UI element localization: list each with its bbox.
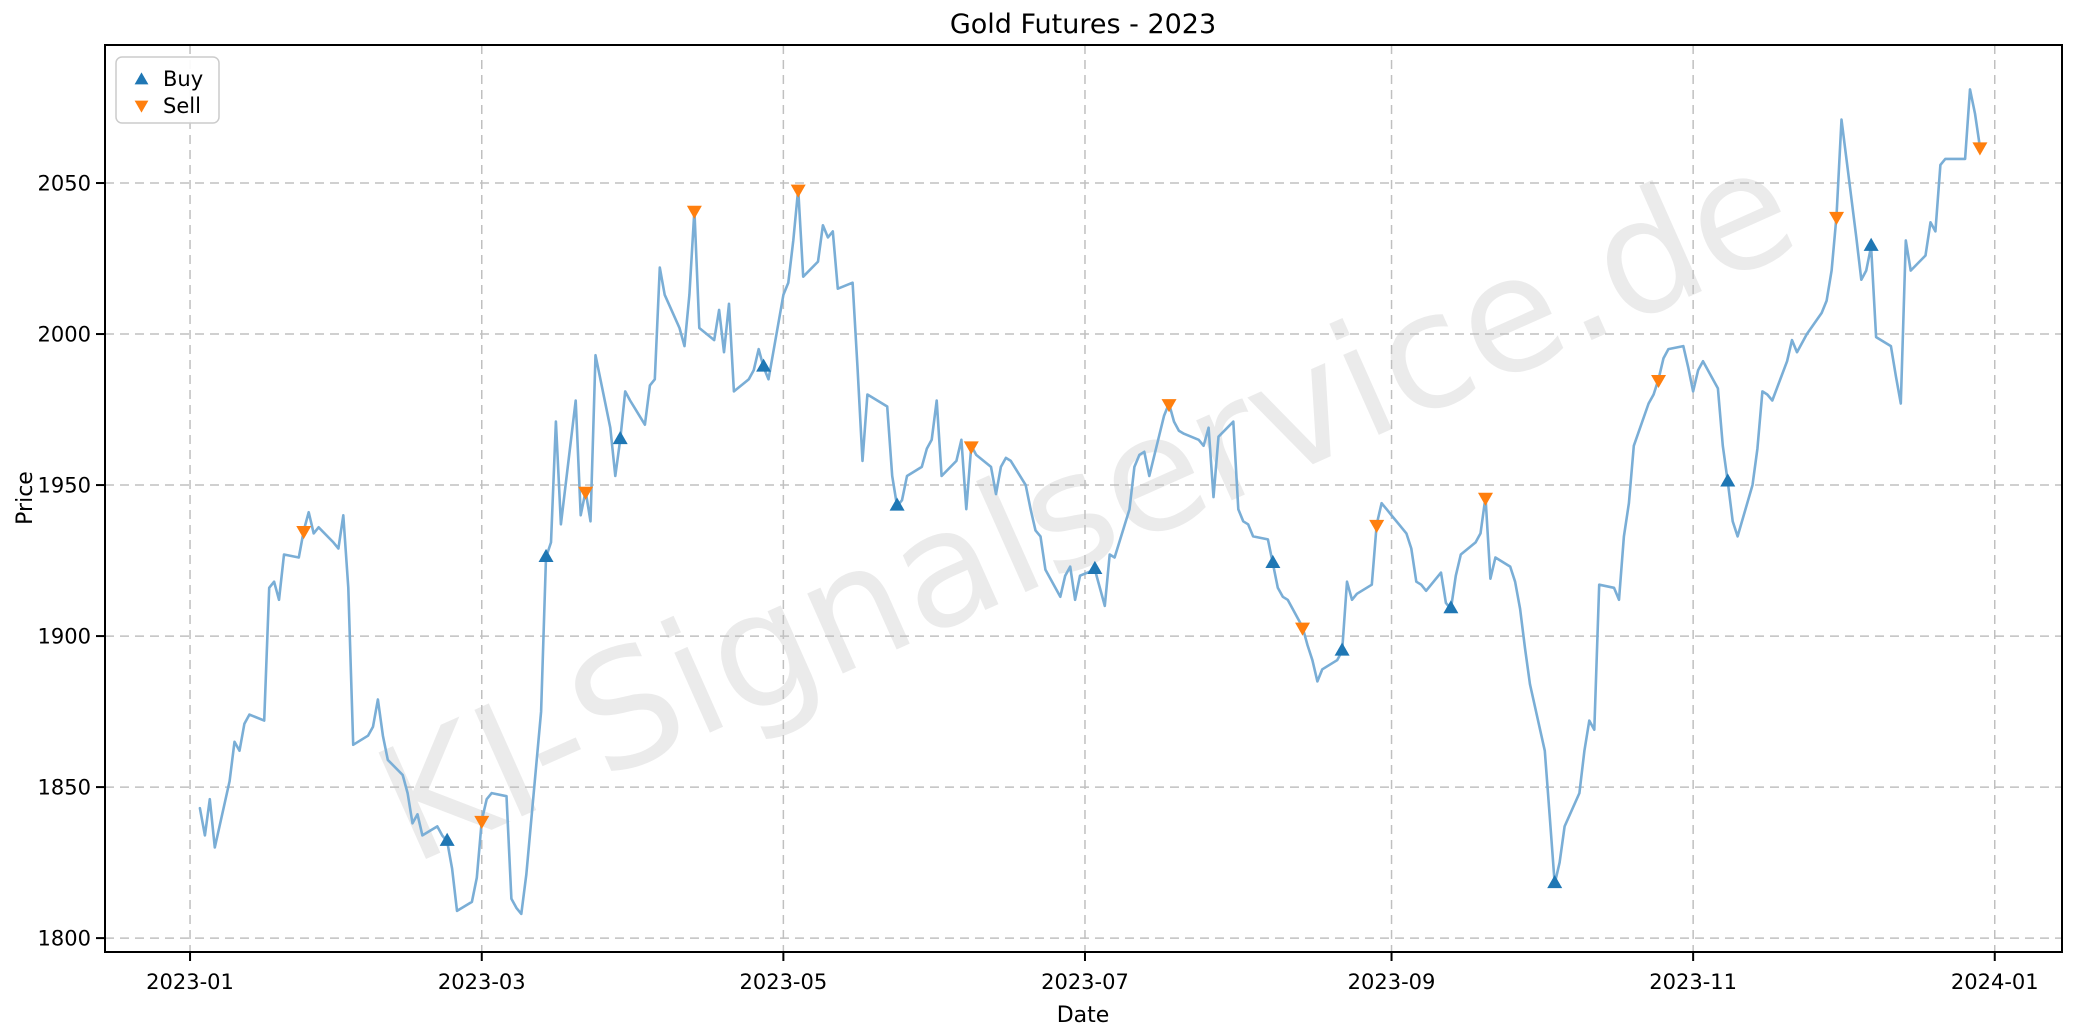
buy-signal-marker [1720, 473, 1736, 487]
chart-title: Gold Futures - 2023 [950, 9, 1216, 40]
x-tick-label: 2023-07 [1041, 970, 1129, 994]
y-tick-label: 2050 [38, 172, 91, 196]
x-axis-label: Date [1057, 1003, 1110, 1028]
buy-signal-marker [1863, 237, 1879, 251]
x-tick-label: 2023-09 [1348, 970, 1436, 994]
y-tick-label: 1800 [38, 927, 91, 951]
x-tick-label: 2023-05 [739, 970, 827, 994]
sell-signal-marker [1829, 211, 1845, 225]
y-tick-label: 2000 [38, 323, 91, 347]
buy-signal-marker [1265, 554, 1281, 568]
y-tick-label: 1850 [38, 776, 91, 800]
sell-triangle-icon [134, 100, 149, 113]
sell-signal-marker [1295, 622, 1311, 636]
legend: Buy Sell [115, 56, 220, 124]
sell-signal-marker [1477, 492, 1493, 506]
x-tick-label: 2023-03 [438, 970, 526, 994]
buy-signal-marker [889, 497, 905, 511]
plot-border [104, 44, 2063, 953]
buy-signal-marker [1087, 560, 1103, 575]
legend-buy-label: Buy [163, 67, 203, 91]
sell-signal-marker [790, 184, 806, 198]
buy-signal-marker [1334, 642, 1350, 656]
sell-signal-marker [1161, 399, 1177, 413]
sell-signal-marker [296, 525, 312, 540]
sell-signal-marker [1369, 519, 1385, 534]
y-tick-label: 1950 [38, 474, 91, 498]
y-axis: 1800 1850 1900 1950 2000 2050 [38, 172, 105, 951]
x-tick-label: 2024-01 [1951, 970, 2039, 994]
price-line [198, 88, 1982, 916]
sell-signal-marker [686, 205, 702, 219]
sell-signal-marker [1972, 142, 1988, 156]
buy-signal-marker [538, 548, 554, 562]
sell-signal-marker [474, 815, 490, 830]
buy-signal-marker [1547, 875, 1563, 889]
sell-signal-marker [578, 486, 594, 500]
sell-signal-marker [1651, 374, 1667, 389]
y-tick-label: 1900 [38, 625, 91, 649]
x-tick-label: 2023-11 [1649, 970, 1737, 994]
sell-signal-marker [963, 441, 979, 455]
x-axis: 2023-01 2023-03 2023-05 2023-07 2023-09 2023-… [146, 952, 2039, 994]
sell-markers [296, 142, 1988, 830]
x-tick-label: 2023-01 [146, 970, 234, 994]
legend-sell-label: Sell [163, 94, 201, 118]
buy-signal-marker [439, 832, 455, 846]
buy-signal-marker [756, 358, 772, 372]
buy-signal-marker [612, 431, 628, 445]
buy-triangle-icon [134, 72, 149, 85]
buy-signal-marker [1443, 600, 1459, 614]
y-axis-label: Price [13, 471, 38, 525]
buy-markers [439, 237, 1879, 889]
gridlines [105, 45, 2062, 952]
